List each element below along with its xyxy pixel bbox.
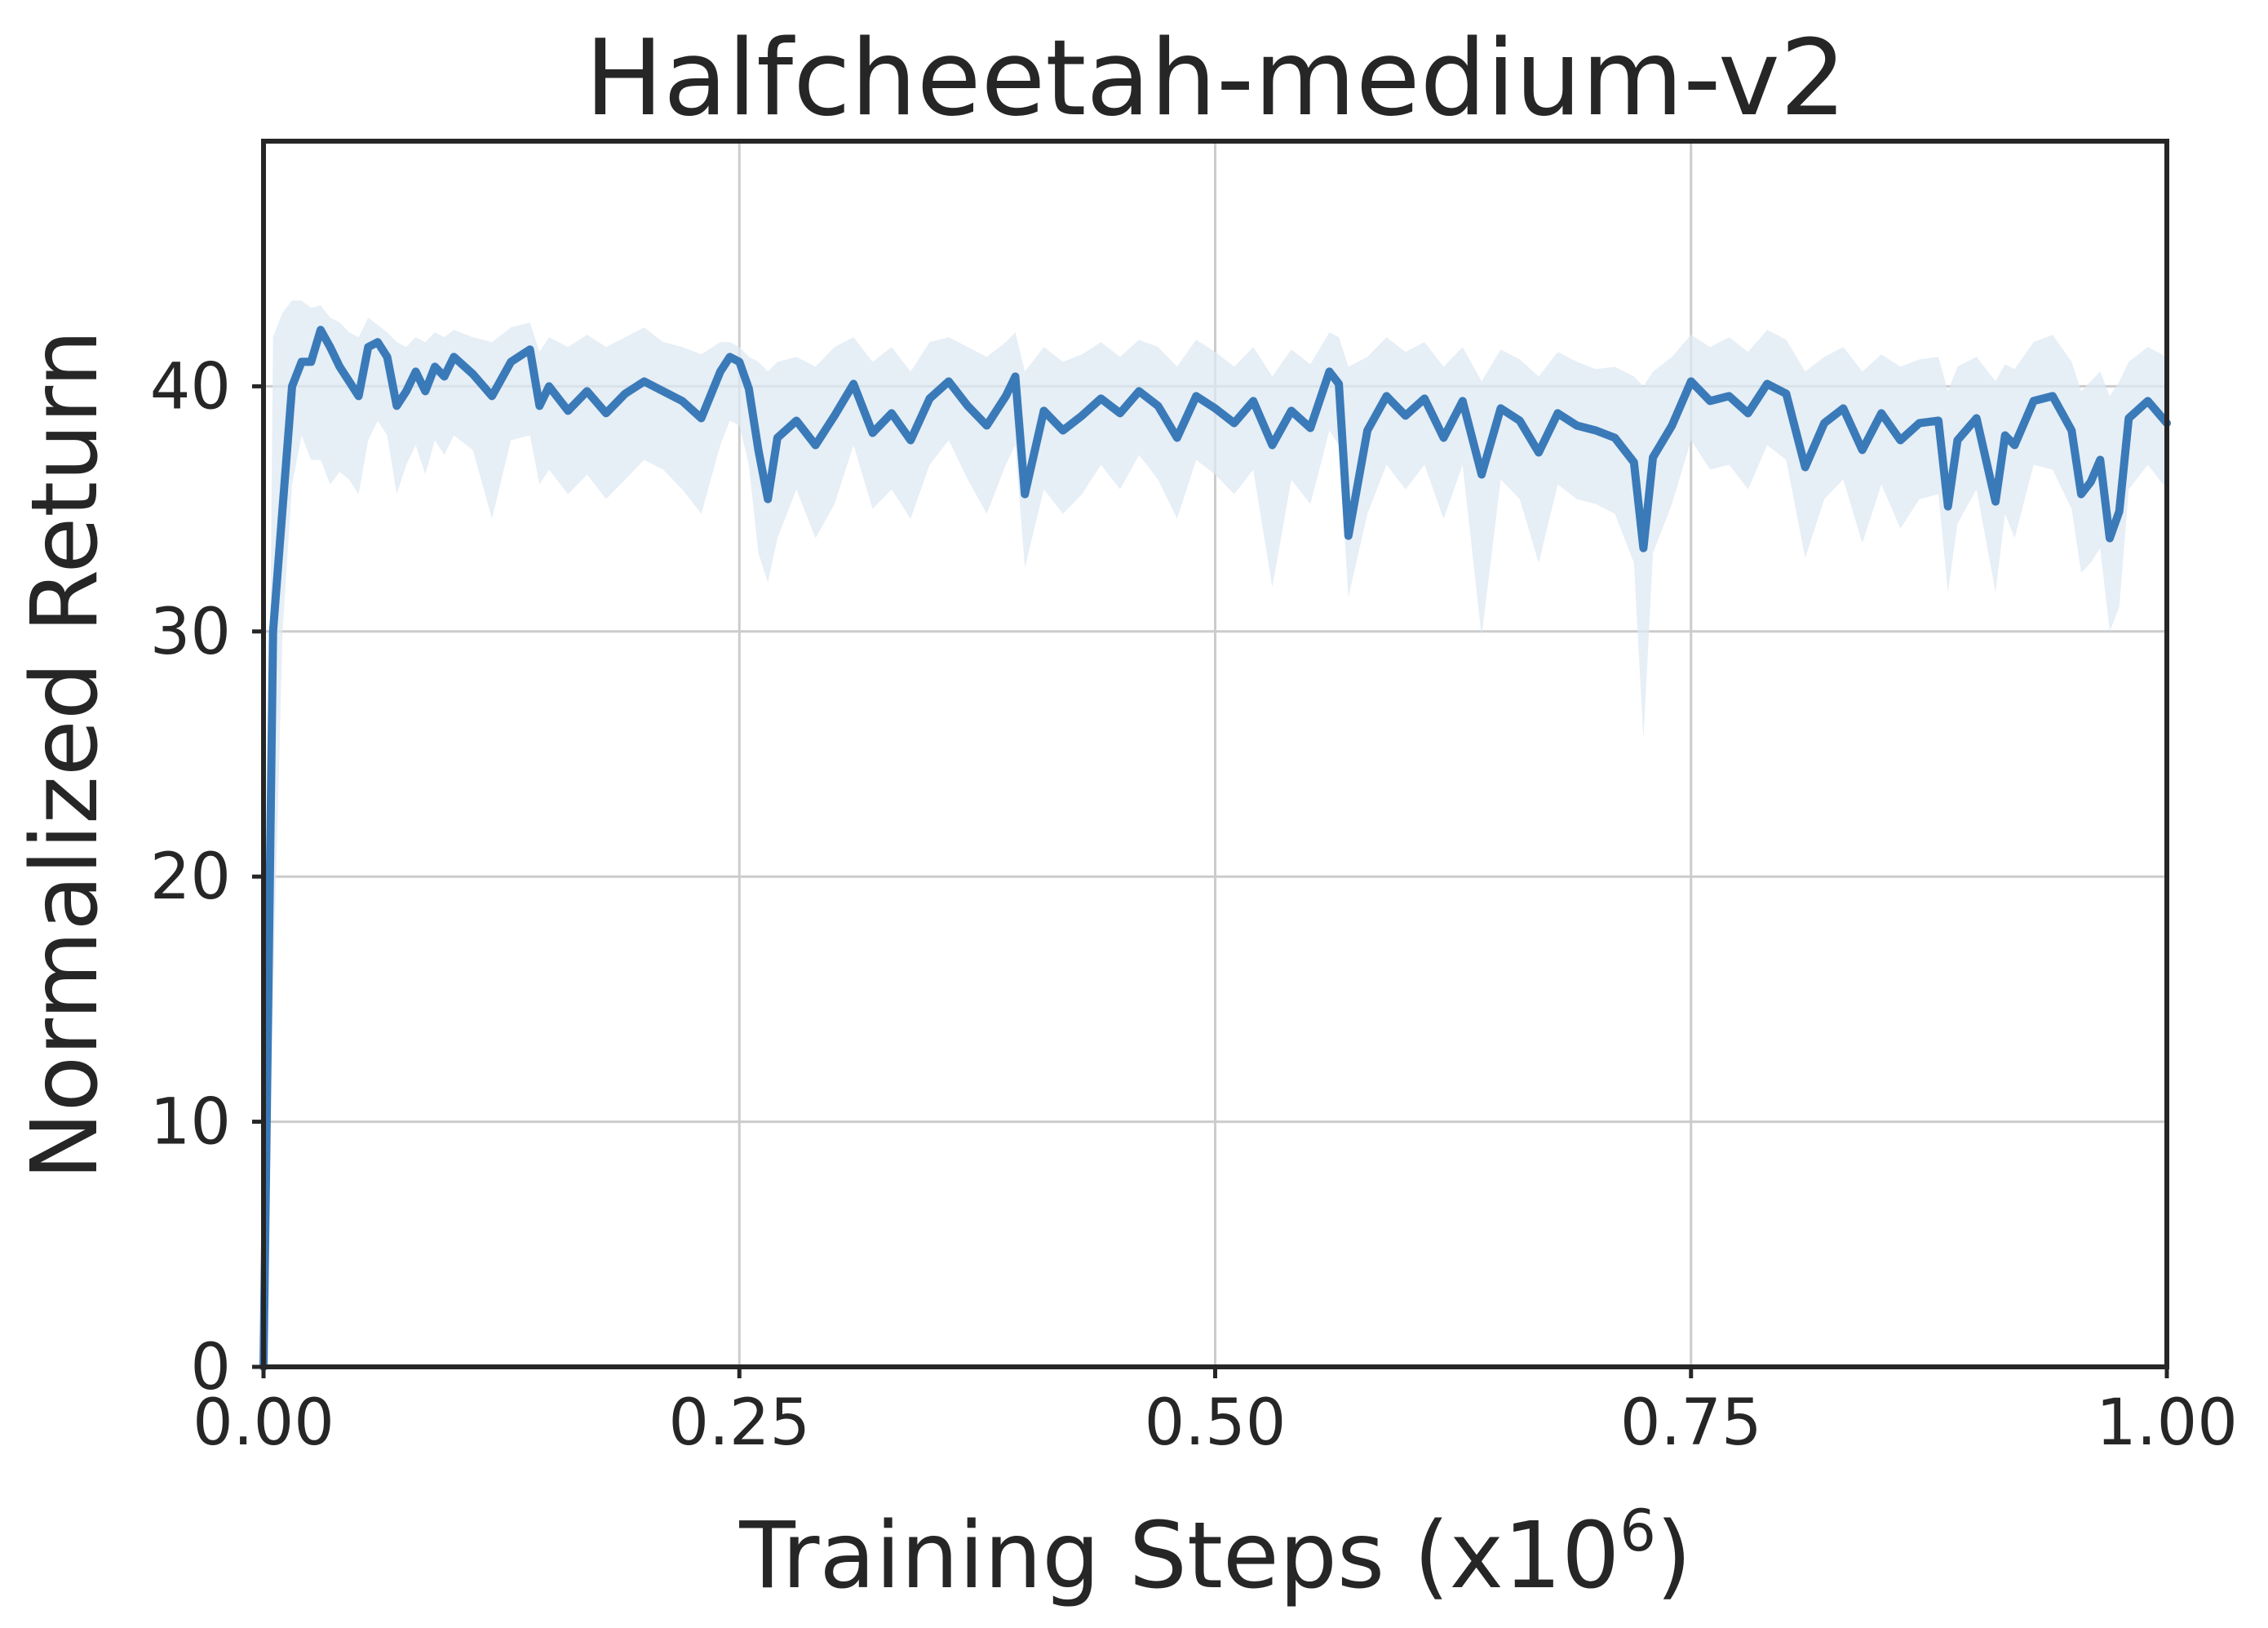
mean-line [259, 326, 2171, 1371]
tick-layer: 0.00 0.25 0.50 0.75 1.00 0 10 20 30 40 [150, 350, 2238, 1460]
x-tick-label: 0.00 [193, 1386, 334, 1460]
x-axis-label-close: ) [1656, 1503, 1692, 1609]
y-tick-label: 10 [150, 1086, 231, 1160]
y-axis-label: Normalized Return [12, 330, 118, 1180]
x-tick-label: 1.00 [2096, 1386, 2238, 1460]
y-tick-label: 0 [190, 1331, 231, 1404]
y-tick-label: 20 [150, 841, 231, 914]
y-tick-label: 30 [150, 596, 231, 669]
chart-title: Halfcheetah-medium-v2 [585, 18, 1846, 140]
std-band [264, 300, 2167, 1367]
x-tick-label: 0.50 [1145, 1386, 1287, 1460]
x-axis-label: Training Steps (x106) [738, 1497, 1691, 1609]
grid-layer [264, 141, 2167, 1367]
x-axis-label-main: Training Steps (x10 [738, 1503, 1619, 1609]
x-tick-label: 0.75 [1620, 1386, 1762, 1460]
x-axis-label-exponent: 6 [1619, 1497, 1656, 1564]
y-tick-label: 40 [150, 350, 231, 424]
x-tick-label: 0.25 [668, 1386, 810, 1460]
